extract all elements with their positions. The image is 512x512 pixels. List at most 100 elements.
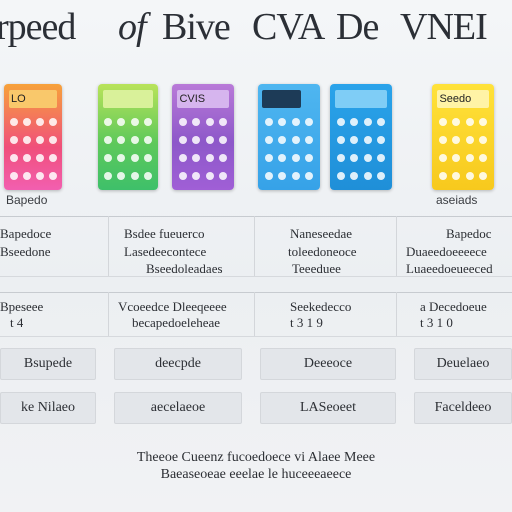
- footer-line-1: Theeoe Cueenz fucoedoece vi Alaee Meee: [136, 450, 376, 465]
- table-cell: Lasedeecontece: [124, 244, 207, 259]
- calculator-keys: [178, 116, 228, 182]
- calculator-key: [465, 118, 474, 127]
- table-column-divider: [254, 216, 255, 276]
- option-button-2[interactable]: deecpde: [114, 348, 242, 380]
- calculator-key: [48, 171, 57, 180]
- calculator-key: [278, 153, 287, 162]
- table-cell: Teeeduee: [292, 261, 341, 276]
- option-button-7[interactable]: LASeoeet: [260, 392, 396, 424]
- table-column-divider: [396, 292, 397, 336]
- title-word-3: Bive: [162, 6, 231, 48]
- calculator-keys: [264, 116, 314, 182]
- calculator-key: [192, 153, 201, 162]
- calculator-key: [192, 171, 201, 180]
- calculator-key: [35, 171, 44, 180]
- calculator-key: [130, 153, 139, 162]
- table-cell: Bseedoleadaes: [146, 261, 223, 276]
- calculator-key: [143, 171, 152, 180]
- table-cell: t 3 1 9: [290, 315, 323, 330]
- calculator-key: [479, 118, 488, 127]
- table-column-divider: [396, 216, 397, 276]
- calculator-key: [9, 136, 18, 145]
- calculator-screen: [176, 90, 230, 108]
- title-word-2: of: [118, 6, 147, 48]
- option-button-5[interactable]: ke Nilaeo: [0, 392, 96, 424]
- calculator-key: [117, 171, 126, 180]
- table-cell: Seekedecco: [290, 299, 352, 314]
- calculator-green: [98, 84, 158, 190]
- table-cell: t 3 1 0: [420, 315, 453, 330]
- table-divider: [0, 276, 512, 277]
- calculator-yellow: Seedo: [432, 84, 494, 190]
- table-cell: Bapedoce: [0, 226, 52, 241]
- footer-line-2: Baeaseoeae eeelae le huceeeaeece: [160, 467, 352, 482]
- calculator-key: [219, 136, 228, 145]
- calculator-screen: [436, 90, 490, 108]
- table-cell: toleedoneoce: [288, 244, 357, 259]
- calculator-key: [9, 118, 18, 127]
- calculator-key: [336, 136, 345, 145]
- calculator-caption-1: Bapedo: [6, 193, 48, 207]
- calculator-keys: [9, 116, 57, 182]
- option-button-3[interactable]: Deeeoce: [260, 348, 396, 380]
- calculator-key: [264, 171, 273, 180]
- calculator-key: [264, 153, 273, 162]
- calculator-key: [363, 118, 372, 127]
- option-button-1[interactable]: Bsupede: [0, 348, 96, 380]
- table-divider: [0, 336, 512, 337]
- calculator-purple: CVIS: [172, 84, 234, 190]
- calculator-key: [305, 171, 314, 180]
- calculator-key: [22, 171, 31, 180]
- calculator-key: [117, 118, 126, 127]
- calculator-key: [264, 118, 273, 127]
- calculator-screen-text: Seedo: [439, 93, 472, 105]
- option-button-6[interactable]: aecelaeoe: [114, 392, 242, 424]
- calculator-keys: [336, 116, 386, 182]
- calculator-key: [305, 118, 314, 127]
- calculator-key: [143, 136, 152, 145]
- option-button-4[interactable]: Deuelaeo: [414, 348, 512, 380]
- calculator-key: [336, 171, 345, 180]
- table-column-divider: [108, 292, 109, 336]
- calculator-key: [104, 118, 113, 127]
- calculator-key: [130, 118, 139, 127]
- calculator-screen-text: CVIS: [179, 93, 206, 105]
- calculator-key: [178, 153, 187, 162]
- calculator-key: [219, 153, 228, 162]
- calculator-key: [465, 136, 474, 145]
- calculator-pink: LO: [4, 84, 62, 190]
- calculator-key: [452, 136, 461, 145]
- calculator-key: [22, 136, 31, 145]
- calculator-key: [291, 118, 300, 127]
- calculator-keys: [438, 116, 488, 182]
- page-title: rpeed of Bive CVA De VNEI: [0, 4, 512, 50]
- calculator-key: [377, 136, 386, 145]
- calculator-key: [452, 171, 461, 180]
- calculator-key: [452, 118, 461, 127]
- calculator-key: [104, 136, 113, 145]
- table-cell: Duaeedoeeeece: [406, 244, 487, 259]
- calculator-key: [22, 153, 31, 162]
- calculator-key: [205, 118, 214, 127]
- calculator-key: [9, 171, 18, 180]
- calculator-key: [438, 118, 447, 127]
- option-button-8[interactable]: Faceldeeo: [414, 392, 512, 424]
- calculator-key: [22, 118, 31, 127]
- calculator-key: [205, 136, 214, 145]
- calculator-key: [350, 171, 359, 180]
- calculator-key: [278, 136, 287, 145]
- calculator-key: [9, 153, 18, 162]
- calculator-screen: [8, 90, 58, 108]
- calculator-key: [291, 136, 300, 145]
- calculator-key: [377, 118, 386, 127]
- calculator-key: [219, 171, 228, 180]
- calculator-key: [130, 171, 139, 180]
- calculator-key: [178, 136, 187, 145]
- calculator-key: [350, 118, 359, 127]
- table-cell: Bpeseee: [0, 299, 44, 314]
- calculator-key: [35, 153, 44, 162]
- calculator-key: [479, 171, 488, 180]
- table-cell: Bapedoc: [446, 226, 492, 241]
- title-word-4: CVA: [252, 6, 325, 48]
- calculator-key: [192, 136, 201, 145]
